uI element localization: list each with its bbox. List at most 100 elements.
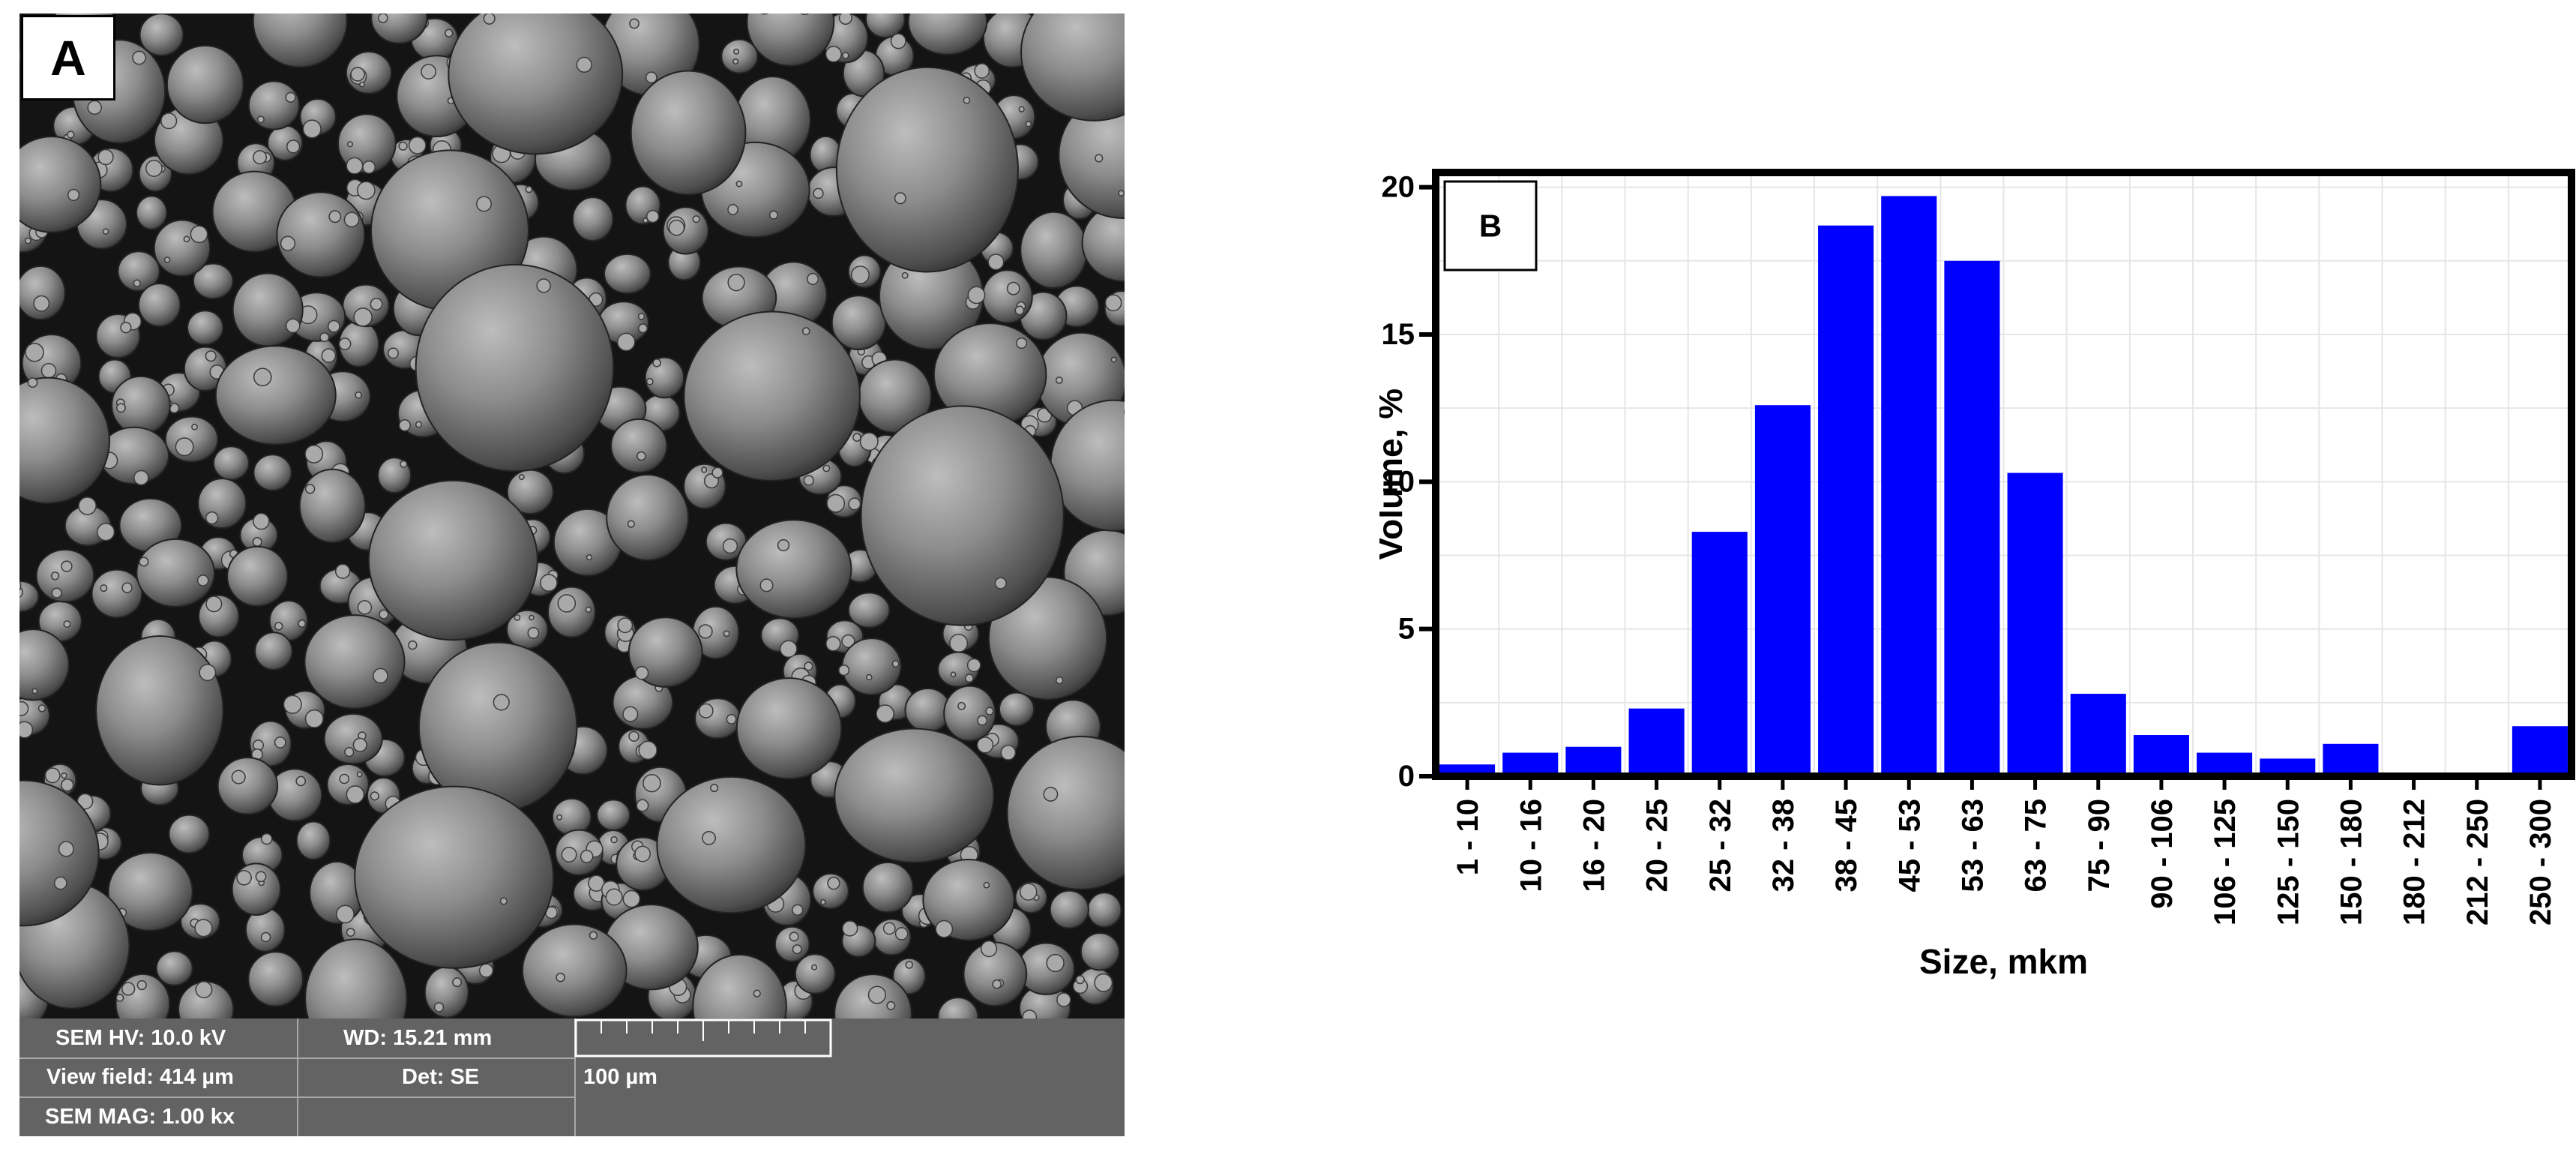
powder-particle xyxy=(521,923,628,1018)
x-tick-label: 10 - 16 xyxy=(1514,799,1547,892)
satellite-particle xyxy=(231,770,246,784)
sem-hv-readout: SEM HV: 10.0 kV xyxy=(55,1026,226,1050)
bar-32-38 xyxy=(1754,405,1811,776)
y-tick-label: 5 xyxy=(1398,613,1415,646)
x-tick-label: 63 - 75 xyxy=(2020,799,2053,892)
powder-particle xyxy=(226,545,289,608)
satellite-particle xyxy=(285,318,301,334)
powder-particle xyxy=(943,685,996,742)
powder-particle xyxy=(963,941,1028,1007)
powder-particle xyxy=(861,861,914,914)
satellite-particle xyxy=(253,512,270,530)
x-tick-label: 53 - 63 xyxy=(1956,799,1989,892)
satellite-particle xyxy=(867,986,886,1004)
powder-particle xyxy=(865,14,906,39)
satellite-particle xyxy=(803,475,814,486)
satellite-particle xyxy=(478,963,494,978)
satellite-particle xyxy=(357,600,373,615)
satellite-particle xyxy=(493,694,510,711)
satellite-particle xyxy=(285,92,296,103)
satellite-particle xyxy=(338,338,352,350)
satellite-particle xyxy=(1055,376,1063,384)
satellite-particle xyxy=(634,845,651,862)
satellite-particle xyxy=(145,160,163,177)
satellite-particle xyxy=(610,836,618,844)
powder-particle xyxy=(19,376,111,505)
powder-particle xyxy=(735,519,852,620)
powder-particle xyxy=(847,592,891,628)
x-tick-label: 75 - 90 xyxy=(2083,799,2116,892)
powder-particle xyxy=(860,405,1065,626)
powder-particle xyxy=(137,283,181,327)
satellite-particle xyxy=(398,419,412,432)
powder-particle xyxy=(630,70,747,196)
powder-particle xyxy=(367,479,538,641)
sem-micrograph: A xyxy=(19,14,1125,1018)
x-tick-label: 90 - 106 xyxy=(2146,799,2179,909)
satellite-particle xyxy=(825,636,841,652)
satellite-particle xyxy=(977,715,988,726)
powder-particle xyxy=(603,253,651,295)
satellite-particle xyxy=(408,640,418,650)
satellite-particle xyxy=(24,237,31,244)
satellite-particle xyxy=(645,209,660,224)
powder-particle xyxy=(35,548,95,603)
panel-b-label-box: B xyxy=(1443,180,1538,272)
powder-particle xyxy=(276,191,366,278)
powder-particle xyxy=(922,859,1015,941)
satellite-particle xyxy=(556,814,563,820)
bar-150-180 xyxy=(2323,743,2379,776)
satellite-particle xyxy=(711,466,723,478)
satellite-particle xyxy=(102,228,109,236)
powder-particle xyxy=(1020,14,1125,122)
x-tick-label: 150 - 180 xyxy=(2335,799,2368,926)
satellite-particle xyxy=(759,578,774,592)
satellite-particle xyxy=(1018,106,1025,112)
satellite-particle xyxy=(280,236,296,251)
satellite-particle xyxy=(1006,281,1020,296)
satellite-particle xyxy=(777,538,790,552)
satellite-particle xyxy=(359,81,365,88)
x-axis-title: Size, mkm xyxy=(1919,942,2088,981)
satellite-particle xyxy=(60,778,74,792)
satellite-particle xyxy=(339,773,350,784)
bar-125-150 xyxy=(2260,758,2316,776)
powder-particle xyxy=(252,14,348,68)
powder-particle xyxy=(19,136,102,233)
satellite-particle xyxy=(616,332,636,352)
powder-particle xyxy=(1080,932,1120,971)
satellite-particle xyxy=(589,931,598,940)
satellite-particle xyxy=(976,736,994,754)
powder-particle xyxy=(295,820,331,860)
satellite-particle xyxy=(286,140,301,154)
satellite-particle xyxy=(379,609,389,620)
satellite-particle xyxy=(825,46,842,63)
powder-particle xyxy=(168,814,211,854)
satellite-particle xyxy=(398,141,408,151)
powder-particle xyxy=(656,776,807,914)
satellite-particle xyxy=(826,494,846,513)
satellite-particle xyxy=(722,538,738,554)
satellite-particle xyxy=(1075,975,1085,985)
satellite-particle xyxy=(87,100,102,116)
satellite-particle xyxy=(51,587,62,598)
satellite-particle xyxy=(637,451,646,461)
powder-particle xyxy=(164,416,219,463)
satellite-particle xyxy=(346,141,353,148)
satellite-particle xyxy=(175,437,194,457)
x-tick-label: 106 - 125 xyxy=(2209,799,2242,926)
satellite-particle xyxy=(274,622,283,631)
satellite-particle xyxy=(852,433,861,442)
satellite-particle xyxy=(160,112,178,130)
powder-particle xyxy=(231,862,282,916)
satellite-particle xyxy=(499,897,508,905)
bar-90-106 xyxy=(2133,735,2189,776)
satellite-particle xyxy=(810,964,818,970)
satellite-particle xyxy=(260,932,271,943)
powder-particle xyxy=(253,454,292,491)
satellite-particle xyxy=(53,876,67,890)
satellite-particle xyxy=(253,150,268,165)
satellite-particle xyxy=(319,332,330,343)
satellite-particle xyxy=(328,210,342,224)
satellite-particle xyxy=(50,572,60,580)
